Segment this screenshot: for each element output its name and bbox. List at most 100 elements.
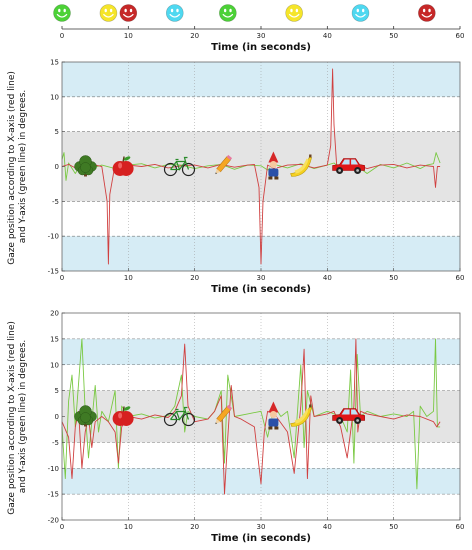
- x-axis-gaze-line: [61, 338, 441, 495]
- y-tick-label: 5: [55, 128, 59, 136]
- smiley-eye: [124, 8, 127, 13]
- timeline-tick-label: 60: [456, 32, 465, 40]
- timeline-ticks: 0 10 20 30 40 50 60: [60, 26, 465, 40]
- x-tick-label: 50: [389, 523, 398, 531]
- bicycle-icon: [163, 156, 196, 177]
- gnome-hat: [268, 401, 279, 413]
- gnome-boot: [274, 176, 279, 180]
- smiley-row: [53, 4, 436, 22]
- x-tick-label: 20: [190, 274, 199, 282]
- timeline-tick-label: 10: [124, 32, 133, 40]
- bicycle-wheel: [181, 162, 196, 177]
- banana-icon: [290, 404, 312, 427]
- smiley-icon: [99, 4, 118, 22]
- car-hubcap: [338, 169, 341, 172]
- pencil-body: [215, 404, 233, 425]
- smiley-eye: [356, 8, 359, 13]
- y-axis-title: Gaze position according to X-axis (red l…: [7, 318, 28, 515]
- timeline-panel: 0 10 20 30 40 50 60 Time (in seconds): [53, 4, 465, 53]
- smiley-eye: [295, 8, 299, 13]
- x-tick-label: 20: [190, 523, 199, 531]
- car-hubcap: [338, 419, 341, 422]
- smiley-eye: [229, 8, 232, 13]
- smiley-eye: [422, 8, 426, 13]
- y-axis-title-line-1: Gaze position according to X-axis (red l…: [7, 71, 17, 265]
- y-tick-label: 0: [55, 163, 59, 171]
- y-tick-label: -5: [52, 439, 59, 447]
- smiley-eye: [63, 8, 66, 13]
- x-tick-label: 0: [60, 274, 64, 282]
- y-tick-label: 15: [50, 335, 59, 343]
- x-tick-label: 10: [124, 523, 133, 531]
- x-tick-label: 30: [257, 523, 266, 531]
- smiley-mouth: [56, 13, 68, 18]
- x-tick-label: 40: [323, 274, 332, 282]
- y-tick-label: -15: [48, 491, 59, 499]
- smiley-eye: [170, 8, 174, 13]
- series-layer: [61, 338, 441, 495]
- x-tick-label: 0: [60, 523, 64, 531]
- smiley-icon: [53, 4, 71, 22]
- y-axis-gaze-line: [61, 338, 441, 490]
- pencil-tip: [215, 168, 221, 175]
- car-icon: [332, 408, 365, 424]
- pencil-eraser: [226, 404, 233, 411]
- smiley-face: [351, 4, 370, 22]
- x-tick-label: 50: [389, 274, 398, 282]
- y-tick-label: -10: [48, 465, 59, 473]
- x-axis-gaze-line: [61, 68, 441, 265]
- gnome-body: [268, 168, 279, 177]
- y-tick-label: 10: [50, 93, 59, 101]
- tree-icon: [74, 405, 97, 427]
- apple-icon: [112, 156, 134, 176]
- gnome-icon: [268, 401, 279, 430]
- smiley-mouth: [169, 13, 181, 18]
- car-window: [341, 409, 350, 415]
- smiley-eye: [109, 8, 113, 13]
- apple-stem: [122, 406, 125, 412]
- y-tick-label: 15: [50, 59, 59, 67]
- car-window: [351, 409, 359, 415]
- gnome-face: [269, 411, 277, 418]
- gnome-hat: [268, 151, 279, 163]
- bicycle-icon: [163, 406, 196, 427]
- pencil-lead: [215, 172, 218, 175]
- tree-leaves: [80, 162, 91, 173]
- timeline-tick-label: 20: [190, 32, 199, 40]
- car-window: [341, 159, 350, 165]
- pencil-lead: [215, 422, 218, 425]
- tree-icon: [74, 155, 97, 177]
- x-tick-label: 30: [257, 274, 266, 282]
- banana-stem: [309, 404, 312, 408]
- x-tick-label: 60: [456, 274, 465, 282]
- car-icon: [332, 158, 365, 174]
- smiley-icon: [285, 4, 303, 22]
- y-axis-title-line-1: Gaze position according to X-axis (red l…: [7, 321, 17, 515]
- gaze-chart-bottom: -20 -15 -10 -5 0 5 10 15 20 0 10 20 30 40 50 60 Time (…: [7, 310, 464, 545]
- smiley-eye: [428, 8, 431, 13]
- y-axis-title: Gaze position according to X-axis (red l…: [7, 68, 28, 265]
- smiley-eye: [176, 8, 179, 13]
- gnome-body: [268, 418, 279, 427]
- car-hubcap: [356, 419, 359, 422]
- y-tick-labels: -15 -10 -5 0 5 10 15: [48, 59, 65, 276]
- car-hubcap: [356, 169, 359, 172]
- y-tick-label: -10: [48, 233, 59, 241]
- timeline-tick-label: 50: [389, 32, 398, 40]
- gnome-boot: [268, 426, 273, 430]
- y-tick-label: -5: [52, 198, 59, 206]
- banana-icon: [290, 154, 312, 177]
- car-window: [351, 159, 359, 165]
- smiley-face: [219, 4, 237, 22]
- y-axis-title-line-2: and Y-axis (green line) in degrees.: [18, 90, 28, 244]
- smiley-icon: [418, 4, 436, 22]
- gnome-icon: [268, 151, 279, 180]
- smiley-icon: [351, 4, 370, 22]
- gaze-chart-top: -15 -10 -5 0 5 10 15 0 10 20 30 40 50 60 Time (in se…: [7, 59, 464, 296]
- bicycle-wheel: [181, 412, 196, 427]
- smiley-mouth: [103, 13, 114, 18]
- pencil-eraser: [226, 154, 233, 161]
- banana-fruit: [294, 158, 309, 174]
